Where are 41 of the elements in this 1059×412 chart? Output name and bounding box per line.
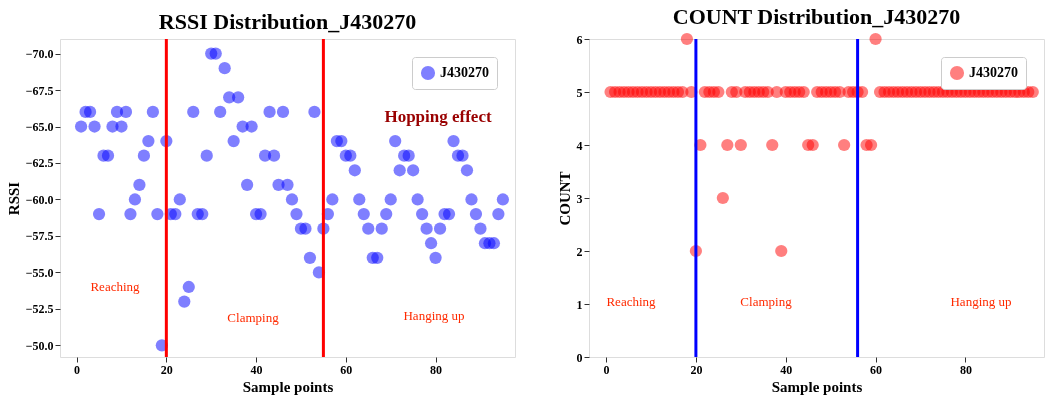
- annotation: Reaching: [90, 279, 141, 294]
- x-tick-label: 80: [959, 362, 972, 377]
- x-axis-title: Sample points: [771, 378, 863, 395]
- chart-title: COUNT Distribution_J430270: [672, 3, 961, 29]
- y-tick-label: −55.0: [25, 265, 54, 280]
- chart-title: RSSI Distribution_J430270: [158, 8, 417, 34]
- y-tick-label: −70.0: [25, 47, 54, 62]
- x-tick-label: 0: [74, 362, 81, 377]
- x-axis-title: Sample points: [242, 378, 334, 395]
- y-axis-title: COUNT: [556, 171, 573, 226]
- x-tick-label: 20: [160, 362, 173, 377]
- x-tick-label: 20: [690, 362, 703, 377]
- y-tick-label: 0: [576, 350, 583, 365]
- y-tick-label: −50.0: [25, 338, 54, 353]
- y-tick-label: 1: [576, 297, 583, 312]
- annotation: Clamping: [740, 294, 793, 309]
- y-tick-label: 2: [576, 244, 583, 259]
- y-tick-label: −67.5: [25, 83, 54, 98]
- annotation: Hanging up: [403, 308, 465, 323]
- y-tick-label: −57.5: [25, 229, 54, 244]
- y-tick-label: 3: [576, 191, 583, 206]
- y-tick-label: −52.5: [25, 302, 54, 317]
- annotation: Hopping effect: [384, 107, 492, 126]
- y-tick-label: −62.5: [25, 156, 54, 171]
- legend-label: J430270: [969, 65, 1018, 80]
- y-axis-title: RSSI: [5, 181, 22, 216]
- legend-label: J430270: [440, 65, 489, 80]
- x-tick-label: 0: [603, 362, 610, 377]
- x-tick-label: 40: [250, 362, 263, 377]
- annotation: Hanging up: [950, 294, 1012, 309]
- annotation: Reaching: [606, 294, 657, 309]
- y-tick-label: 5: [576, 85, 583, 100]
- y-tick-label: −60.0: [25, 192, 54, 207]
- x-tick-label: 60: [870, 362, 883, 377]
- x-tick-label: 40: [780, 362, 793, 377]
- x-tick-label: 60: [340, 362, 353, 377]
- y-tick-label: −65.0: [25, 120, 54, 135]
- y-tick-label: 4: [576, 138, 583, 153]
- x-tick-label: 80: [430, 362, 443, 377]
- annotation: Clamping: [227, 310, 280, 325]
- y-tick-label: 6: [576, 32, 583, 47]
